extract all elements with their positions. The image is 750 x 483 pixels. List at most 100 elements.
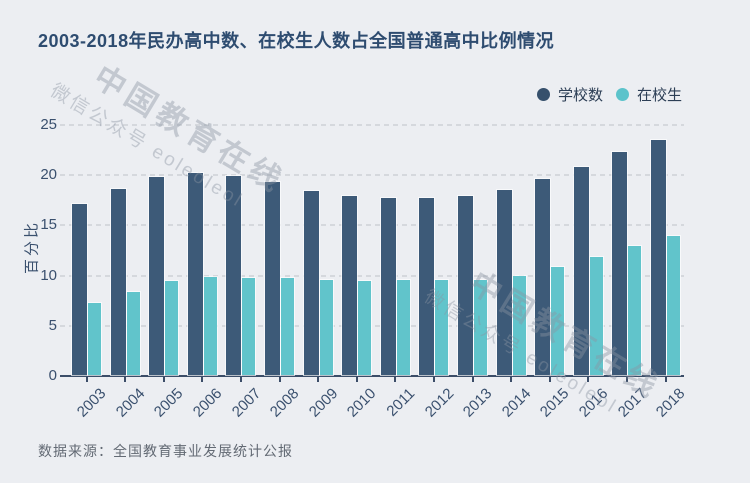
bar-group-2018 (651, 140, 680, 375)
bar-group-2008 (265, 182, 294, 375)
bar-schools-2007 (226, 176, 242, 375)
bar-students-2011 (396, 279, 410, 375)
bar-schools-2006 (187, 173, 203, 375)
gridline-10 (60, 274, 684, 277)
x-tick-2008 (278, 377, 281, 382)
page-title: 2003-2018年民办高中数、在校生人数占全国普通高中比例情况 (38, 31, 555, 51)
bar-schools-2010 (342, 196, 358, 375)
bar-students-2003 (88, 302, 101, 375)
legend-dot-icon (537, 88, 550, 101)
x-tick-2010 (355, 377, 358, 382)
bar-group-2010 (342, 196, 372, 375)
bar-group-2013 (458, 196, 487, 375)
bar-group-2005 (149, 177, 179, 375)
x-tick-2013 (471, 377, 474, 382)
bar-group-2014 (496, 190, 526, 375)
gridline-5 (60, 324, 684, 327)
x-tick-2005 (162, 377, 165, 382)
bar-schools-2009 (303, 191, 319, 375)
x-label-2009: 2009 (305, 385, 342, 421)
legend-item-学校数[interactable]: 学校数 (537, 84, 603, 105)
gridline-20 (60, 174, 684, 177)
bar-schools-2012 (419, 198, 435, 375)
bar-students-2005 (165, 280, 179, 375)
x-tick-2012 (432, 377, 435, 382)
x-tick-2015 (548, 377, 551, 382)
bar-group-2016 (573, 167, 603, 375)
bar-schools-2017 (612, 152, 628, 375)
bar-schools-2008 (265, 182, 280, 375)
bar-students-2015 (551, 266, 565, 375)
gridline-25 (60, 124, 684, 126)
x-axis-line (60, 375, 684, 377)
x-label-2003: 2003 (73, 385, 110, 421)
x-label-2007: 2007 (228, 385, 264, 421)
bar-students-2018 (667, 236, 680, 375)
x-label-2014: 2014 (498, 385, 535, 421)
y-tick-label-15: 15 (40, 216, 57, 234)
x-tick-2007 (239, 377, 242, 382)
x-label-2017: 2017 (614, 385, 650, 421)
bar-schools-2018 (651, 140, 666, 375)
bar-schools-2016 (573, 167, 589, 375)
x-label-2005: 2005 (151, 385, 187, 421)
bar-group-2003 (72, 204, 101, 375)
bar-students-2016 (589, 256, 603, 375)
y-tick-label-5: 5 (48, 316, 57, 334)
bar-group-2006 (187, 173, 217, 375)
bar-schools-2003 (72, 204, 87, 375)
bar-group-2015 (535, 179, 565, 375)
bar-schools-2004 (110, 189, 126, 375)
y-tick-label-20: 20 (40, 166, 57, 184)
x-tick-2018 (664, 377, 667, 382)
x-tick-2004 (124, 377, 127, 382)
bar-schools-2005 (149, 177, 165, 375)
bar-students-2009 (319, 279, 333, 375)
bar-students-2007 (242, 277, 256, 375)
x-label-2011: 2011 (383, 385, 419, 420)
bar-group-2004 (110, 189, 140, 375)
bar-students-2010 (358, 280, 372, 375)
gridline-15 (60, 224, 684, 227)
x-label-2016: 2016 (575, 385, 612, 421)
bar-schools-2014 (496, 190, 512, 375)
bar-students-2008 (281, 277, 294, 375)
bar-students-2017 (628, 245, 642, 375)
x-tick-2016 (587, 377, 590, 382)
legend-dot-icon (616, 88, 630, 101)
x-tick-2003 (85, 377, 88, 382)
bar-schools-2015 (535, 179, 551, 375)
x-label-2010: 2010 (344, 385, 380, 421)
x-label-2004: 2004 (112, 385, 149, 421)
x-tick-2017 (625, 377, 628, 382)
x-label-2015: 2015 (537, 385, 573, 421)
bar-group-2009 (303, 191, 333, 375)
bar-students-2006 (203, 276, 217, 375)
x-tick-2011 (394, 377, 397, 382)
legend-label: 学校数 (558, 87, 604, 104)
x-tick-2014 (510, 377, 513, 382)
bar-group-2017 (612, 152, 642, 375)
y-tick-label-0: 0 (48, 367, 57, 384)
bar-schools-2013 (458, 196, 473, 375)
x-tick-2009 (317, 377, 320, 382)
x-label-2012: 2012 (421, 385, 457, 421)
x-label-2006: 2006 (189, 385, 226, 421)
bar-students-2004 (126, 291, 140, 375)
x-label-2008: 2008 (266, 385, 303, 421)
y-tick-label-25: 25 (40, 116, 57, 133)
bar-students-2012 (435, 279, 449, 375)
data-source-note: 数据来源：全国教育事业发展统计公报 (38, 443, 293, 459)
x-label-2013: 2013 (459, 385, 496, 421)
legend-item-在校生[interactable]: 在校生 (616, 84, 682, 105)
bar-group-2007 (226, 176, 256, 375)
legend-label: 在校生 (637, 87, 683, 104)
y-tick-label-10: 10 (40, 266, 57, 284)
bar-group-2011 (380, 198, 410, 375)
bar-students-2014 (512, 275, 526, 375)
bar-students-2013 (474, 279, 487, 375)
bar-schools-2011 (380, 198, 396, 375)
bar-group-2012 (419, 198, 449, 375)
